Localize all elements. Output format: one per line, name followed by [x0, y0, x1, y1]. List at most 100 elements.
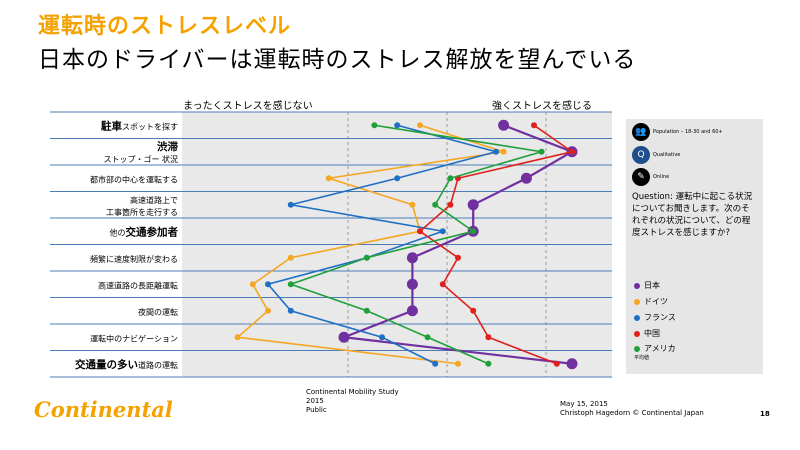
category-label: 工事箇所を走行する [106, 207, 178, 217]
data-point [287, 307, 294, 314]
data-point [287, 281, 294, 288]
qualitative-row: Q Qualitative [632, 146, 680, 164]
footer-author-info: May 15, 2015 Christoph Hagedorn © Contin… [560, 400, 704, 418]
series-line-アメリカ [288, 124, 542, 365]
data-point [455, 360, 461, 367]
data-point [265, 281, 271, 288]
qualitative-label: Qualitative [653, 152, 681, 158]
category-label: 都市部の中心を運転する [90, 174, 178, 184]
data-point [406, 305, 418, 317]
data-point [424, 334, 431, 341]
series-line-中国 [418, 124, 574, 365]
section-title: 運転時のストレスレベル [38, 14, 292, 39]
legend-item-usa: アメリカ [634, 343, 676, 354]
data-point [406, 278, 418, 290]
data-point [287, 201, 294, 208]
data-point [234, 334, 241, 341]
footer-author: Christoph Hagedorn © Continental Japan [560, 409, 704, 417]
legend-item-germany: ドイツ [634, 296, 668, 307]
page-number: 18 [760, 410, 770, 418]
legend-label: 日本 [644, 281, 660, 290]
data-point [287, 254, 294, 261]
data-point [538, 148, 545, 155]
legend-label: フランス [644, 313, 676, 322]
legend-item-france: フランス [634, 312, 676, 323]
series-line-フランス [266, 124, 500, 365]
category-label: 交通量の多い道路の運転 [75, 358, 178, 371]
online-label: Online [653, 174, 670, 180]
data-point [371, 122, 378, 129]
legend-dot-icon [634, 345, 640, 352]
data-point [467, 199, 479, 211]
page-title: 日本のドライバーは運転時のストレス解放を望んでいる [38, 47, 637, 73]
data-point [325, 175, 332, 182]
data-point [379, 334, 385, 341]
data-point [338, 331, 350, 343]
data-point [447, 201, 454, 208]
data-point [485, 360, 492, 367]
population-label: Population – 18-30 and 60+ [653, 129, 723, 135]
category-label: 高速道路上で [130, 195, 178, 205]
data-point [531, 122, 537, 129]
data-point [417, 122, 423, 129]
category-label: 夜間の運転 [138, 307, 178, 317]
category-label: 運転中のナビゲーション [90, 333, 178, 343]
legend-label: ドイツ [644, 297, 668, 306]
online-row: ✎ Online [632, 168, 669, 186]
online-icon: ✎ [632, 168, 650, 186]
category-label: 他の交通参加者 [110, 225, 179, 238]
average-note: 平均値 [634, 355, 650, 361]
data-point [493, 148, 499, 155]
data-point [566, 358, 578, 370]
data-point [500, 148, 507, 155]
data-point [363, 254, 370, 261]
data-point [249, 281, 256, 288]
data-point [394, 122, 401, 129]
continental-logo: Continental [34, 397, 173, 422]
data-point [485, 334, 492, 341]
category-label: 高速道路の長距離運転 [98, 280, 178, 290]
footer-date: May 15, 2015 [560, 400, 608, 408]
data-point [498, 119, 510, 131]
legend-item-japan: 日本 [634, 280, 660, 291]
population-row: 👥 Population – 18-30 and 60+ [632, 123, 723, 141]
data-point [363, 307, 370, 314]
legend-panel: 👥 Population – 18-30 and 60+ Q Qualitati… [626, 119, 763, 374]
classification: Public [306, 406, 327, 414]
survey-question: Question: 運転中に起こる状況についてお聞きします。次のそれぞれの状況に… [632, 192, 753, 238]
data-point [569, 148, 575, 155]
scale-max-label: 強くストレスを感じる [492, 101, 592, 112]
legend-label: 中国 [644, 329, 660, 338]
data-point [470, 228, 477, 235]
data-point [394, 175, 401, 182]
data-point [470, 307, 477, 314]
category-label: 頻繁に速度制限が変わる [90, 254, 178, 264]
category-label: 渋滞 [157, 140, 178, 153]
data-point [409, 201, 416, 208]
data-point [417, 228, 423, 235]
legend-item-china: 中国 [634, 328, 660, 339]
series-line-日本 [343, 124, 575, 365]
legend-dot-icon [634, 330, 640, 337]
data-point [432, 201, 439, 208]
scale-min-label: まったくストレスを感じない [183, 101, 313, 112]
category-label: 駐車スポットを探す [101, 119, 178, 132]
data-point [265, 307, 271, 314]
data-point [432, 360, 439, 367]
category-label: ストップ・ゴー 状況 [103, 154, 178, 164]
study-name: Continental Mobility Study [306, 388, 399, 396]
legend-label: アメリカ [644, 344, 676, 353]
study-year: 2015 [306, 397, 324, 405]
data-point [447, 175, 454, 182]
legend-dot-icon [634, 298, 640, 305]
qualitative-icon: Q [632, 146, 650, 164]
footer-study-info: Continental Mobility Study 2015 Public [306, 388, 399, 415]
people-icon: 👥 [632, 123, 650, 141]
legend-dot-icon [634, 282, 640, 289]
legend-dot-icon [634, 314, 640, 321]
data-point [439, 228, 446, 235]
data-point [553, 360, 560, 367]
series-line-ドイツ [235, 124, 504, 365]
data-point [520, 172, 532, 184]
